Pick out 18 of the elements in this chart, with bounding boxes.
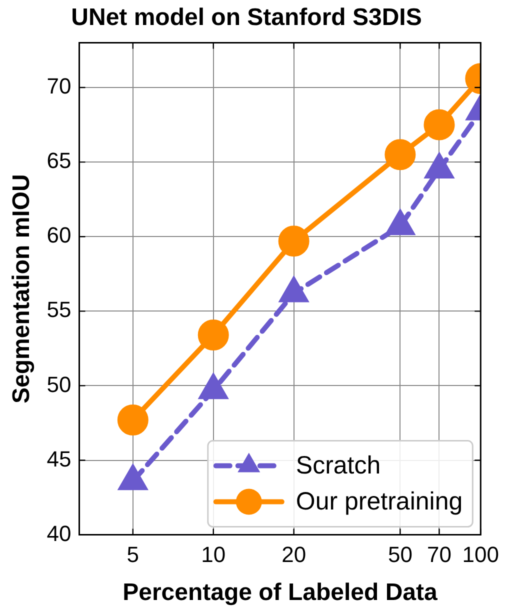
y-tick-label: 65 (46, 148, 72, 174)
x-tick-label: 20 (282, 542, 306, 568)
legend-label: Scratch (296, 452, 381, 480)
y-axis-title: Segmentation mIOU (8, 174, 36, 404)
x-tick-label: 5 (126, 542, 140, 568)
x-tick-label: 50 (388, 542, 412, 568)
y-tick-label: 55 (46, 297, 72, 322)
y-tick-label: 70 (46, 74, 72, 99)
x-tick-label: 70 (427, 542, 452, 568)
y-tick-label: 60 (46, 222, 72, 248)
y-tick-label: 50 (46, 372, 72, 397)
x-axis-title: Percentage of Labeled Data (122, 579, 438, 606)
y-tick-label: 40 (46, 520, 72, 546)
x-tick-label: 100 (462, 542, 500, 568)
y-tick-label: 45 (46, 446, 72, 472)
chart-title: UNet model on Stanford S3DIS (71, 4, 422, 32)
x-tick-label: 10 (201, 542, 226, 568)
legend-label: Our pretraining (296, 488, 463, 516)
